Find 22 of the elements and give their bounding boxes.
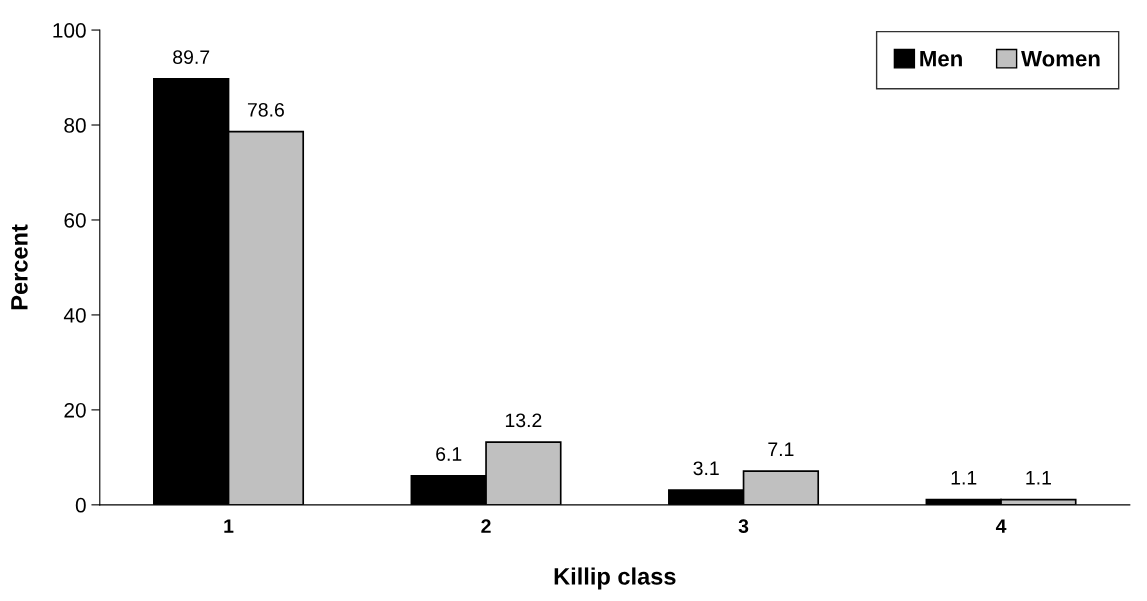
y-tick-label: 100 xyxy=(53,23,86,38)
data-label: 1.1 xyxy=(951,471,977,485)
x-tick-label: 3 xyxy=(738,519,749,534)
y-tick-label: 0 xyxy=(75,497,86,513)
legend-label: Women xyxy=(1021,51,1100,67)
y-tick-label: 60 xyxy=(64,212,86,228)
y-axis-title: Percent xyxy=(11,224,28,310)
y-tick-label: 20 xyxy=(64,402,86,418)
data-label: 13.2 xyxy=(505,413,542,428)
data-label: 6.1 xyxy=(436,447,462,461)
data-label: 7.1 xyxy=(768,442,794,456)
x-tick-label: 4 xyxy=(995,519,1007,533)
data-label: 3.1 xyxy=(693,461,719,476)
x-axis-title: Killip class xyxy=(554,567,676,590)
x-tick-label: 1 xyxy=(224,519,234,533)
data-label: 78.6 xyxy=(247,102,284,117)
y-tick-label: 80 xyxy=(64,118,86,133)
data-label: 1.1 xyxy=(1026,471,1051,485)
legend-label: Men xyxy=(920,51,962,67)
data-label: 89.7 xyxy=(173,50,210,64)
x-tick-label: 2 xyxy=(481,519,491,533)
y-tick-label: 40 xyxy=(63,307,86,323)
